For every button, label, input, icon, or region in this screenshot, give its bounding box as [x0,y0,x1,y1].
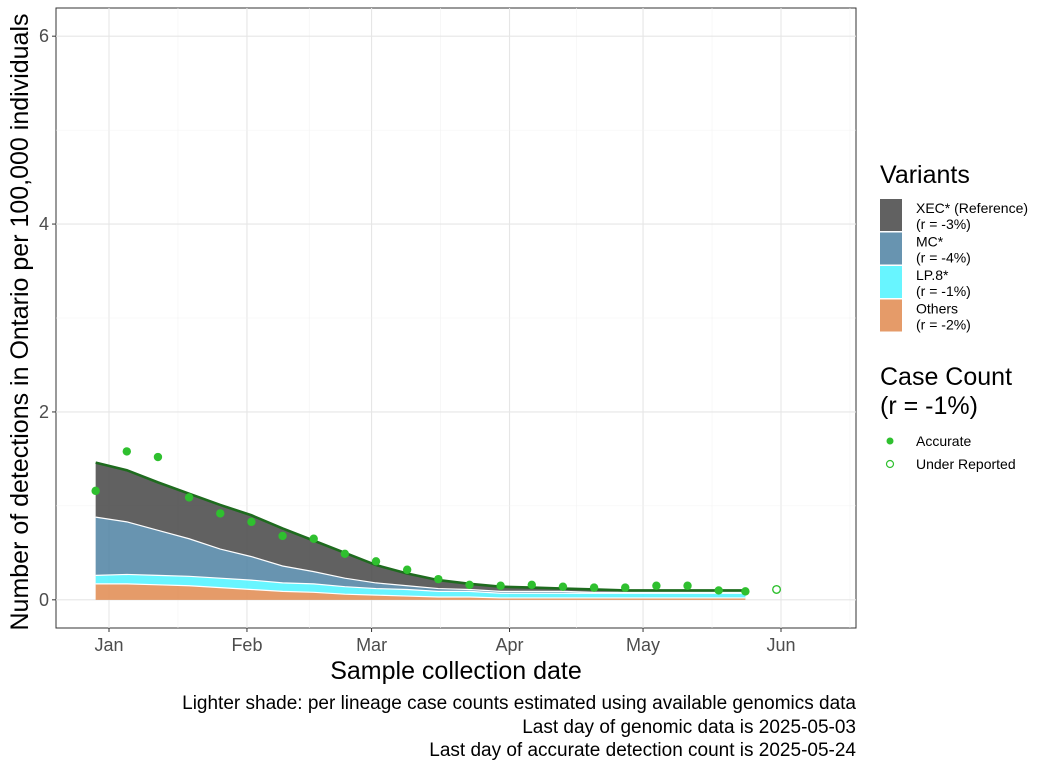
legend-variant-rate: (r = -2%) [916,317,971,333]
area-lp-8 [95,574,746,598]
y-axis-title: Number of detections in Ontario per 100,… [6,13,34,630]
legend-under-reported-label: Under Reported [916,456,1016,472]
legend-swatch [880,199,902,231]
point-accurate [434,574,443,584]
area-boundary [95,516,746,593]
area-mc [95,517,746,594]
legend-variant-name: XEC* (Reference) [916,200,1028,216]
point-accurate [714,586,723,595]
point-accurate [589,583,599,592]
point-accurate [153,452,163,462]
point-accurate [527,580,536,589]
point-accurate [278,531,287,541]
legend-variants-title: Variants [880,161,970,189]
point-accurate [247,517,256,527]
area-boundary [95,573,746,594]
area-others [95,583,746,600]
point-accurate [465,580,474,589]
point-accurate [340,549,350,558]
y-tick-label: 0 [39,590,49,610]
legend-swatch [880,299,902,332]
legend-variant-name: LP.8* [916,267,949,283]
x-tick-label: Jun [766,635,795,655]
x-tick-label: May [626,635,660,655]
legend-variant-name: MC* [916,234,944,250]
legend-variant-name: Others [916,301,958,317]
y-tick-label: 6 [39,26,49,46]
total-line [95,461,746,592]
x-axis-ticks: Jan Feb Mar Apr May Jun [94,628,796,655]
legend-variant-rate: (r = -3%) [916,216,971,232]
point-accurate [621,583,630,592]
legend-variant-rate: (r = -4%) [916,250,971,266]
y-tick-label: 4 [39,214,49,234]
stacked-areas [95,461,746,600]
legend-variant-rate: (r = -1%) [916,283,971,299]
legend-case-title: Case Count [880,363,1012,391]
point-accurate [402,565,412,574]
legend-case-rate: (r = -1%) [880,392,978,420]
caption-line-1: Lighter shade: per lineage case counts e… [182,693,856,714]
x-tick-label: Apr [496,635,524,655]
point-accurate [741,587,750,596]
caption-line-3: Last day of accurate detection count is … [429,740,856,761]
x-tick-label: Jan [94,635,123,655]
legend-under-reported-marker [885,459,895,469]
area-boundary [95,583,746,599]
point-accurate [216,509,225,518]
point-under-reported [772,584,782,594]
y-tick-label: 2 [39,402,49,422]
point-accurate [309,534,318,543]
point-accurate [652,581,661,590]
legend-variants: Variants XEC* (Reference)(r = -3%)MC*(r … [880,161,1028,333]
case-points [91,447,782,596]
legend-accurate-label: Accurate [916,433,971,449]
point-accurate [371,557,381,566]
x-tick-label: Mar [356,635,387,655]
area-xec-reference [95,462,746,593]
legend-accurate-marker [886,437,894,445]
point-accurate [184,493,194,502]
point-accurate [496,581,505,590]
x-tick-label: Feb [231,635,262,655]
point-accurate [122,447,132,456]
legend-case-count: Case Count (r = -1%) Accurate Under Repo… [880,363,1016,472]
point-accurate [91,486,100,496]
legend-swatch [880,266,902,298]
legend-swatch [880,232,902,265]
x-axis-title: Sample collection date [330,657,582,685]
point-accurate [558,582,568,591]
point-accurate [683,581,692,590]
caption-line-2: Last day of genomic data is 2025-05-03 [522,717,856,738]
y-axis-ticks: 0 2 4 6 [39,26,56,610]
